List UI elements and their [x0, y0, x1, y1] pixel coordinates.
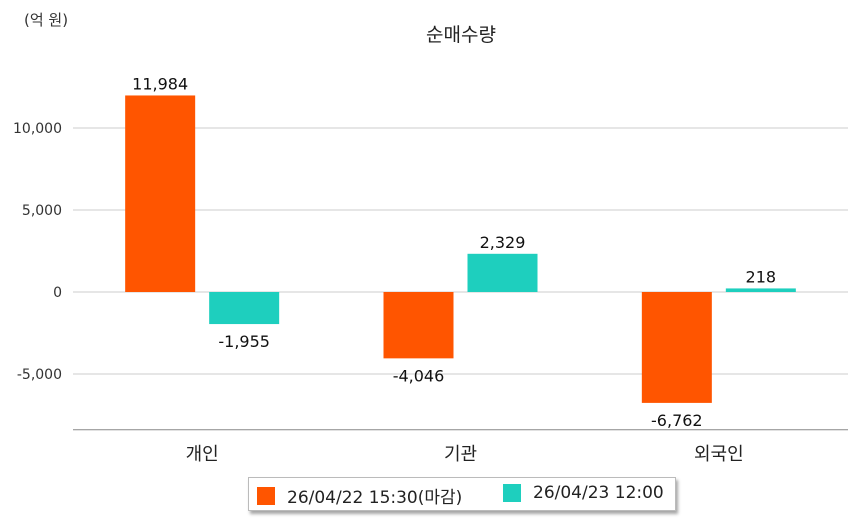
data-label: 218 — [746, 267, 777, 286]
y-tick-label: 5,000 — [22, 203, 62, 219]
legend-swatch-series-2 — [503, 484, 521, 502]
legend-item-series-2[interactable]: 26/04/23 12:00 — [503, 483, 664, 503]
data-label: -6,762 — [651, 411, 703, 430]
bar — [209, 292, 280, 325]
unit-label: (억 원) — [24, 11, 69, 29]
data-label: 11,984 — [132, 74, 188, 93]
legend-swatch-series-1 — [257, 486, 275, 505]
x-tick-label: 개인 — [186, 444, 219, 465]
bar — [641, 292, 712, 403]
bar — [125, 95, 196, 292]
legend-item-series-1[interactable]: 26/04/22 15:30(마감) — [257, 483, 462, 508]
x-tick-label: 외국인 — [694, 444, 744, 465]
bar — [467, 253, 538, 292]
bar — [725, 288, 796, 292]
y-tick-label: 10,000 — [13, 121, 62, 137]
data-label: -4,046 — [393, 366, 445, 385]
y-tick-label: -5,000 — [17, 367, 62, 383]
bar-chart: 10,000 5,000 0 -5,000 개인 11,984 -1,955 기관 -4,046… — [13, 74, 848, 465]
legend: 26/04/22 15:30(마감) 26/04/23 12:00 — [248, 477, 676, 511]
x-tick-label: 기관 — [444, 444, 477, 465]
data-label: -1,955 — [218, 332, 270, 351]
legend-label-series-2: 26/04/23 12:00 — [533, 483, 664, 503]
bar — [383, 292, 454, 359]
data-label: 2,329 — [480, 233, 526, 252]
chart-title: 순매수량 — [426, 24, 496, 46]
legend-label-series-1: 26/04/22 15:30(마감) — [287, 488, 463, 508]
y-tick-label: 0 — [53, 285, 62, 301]
